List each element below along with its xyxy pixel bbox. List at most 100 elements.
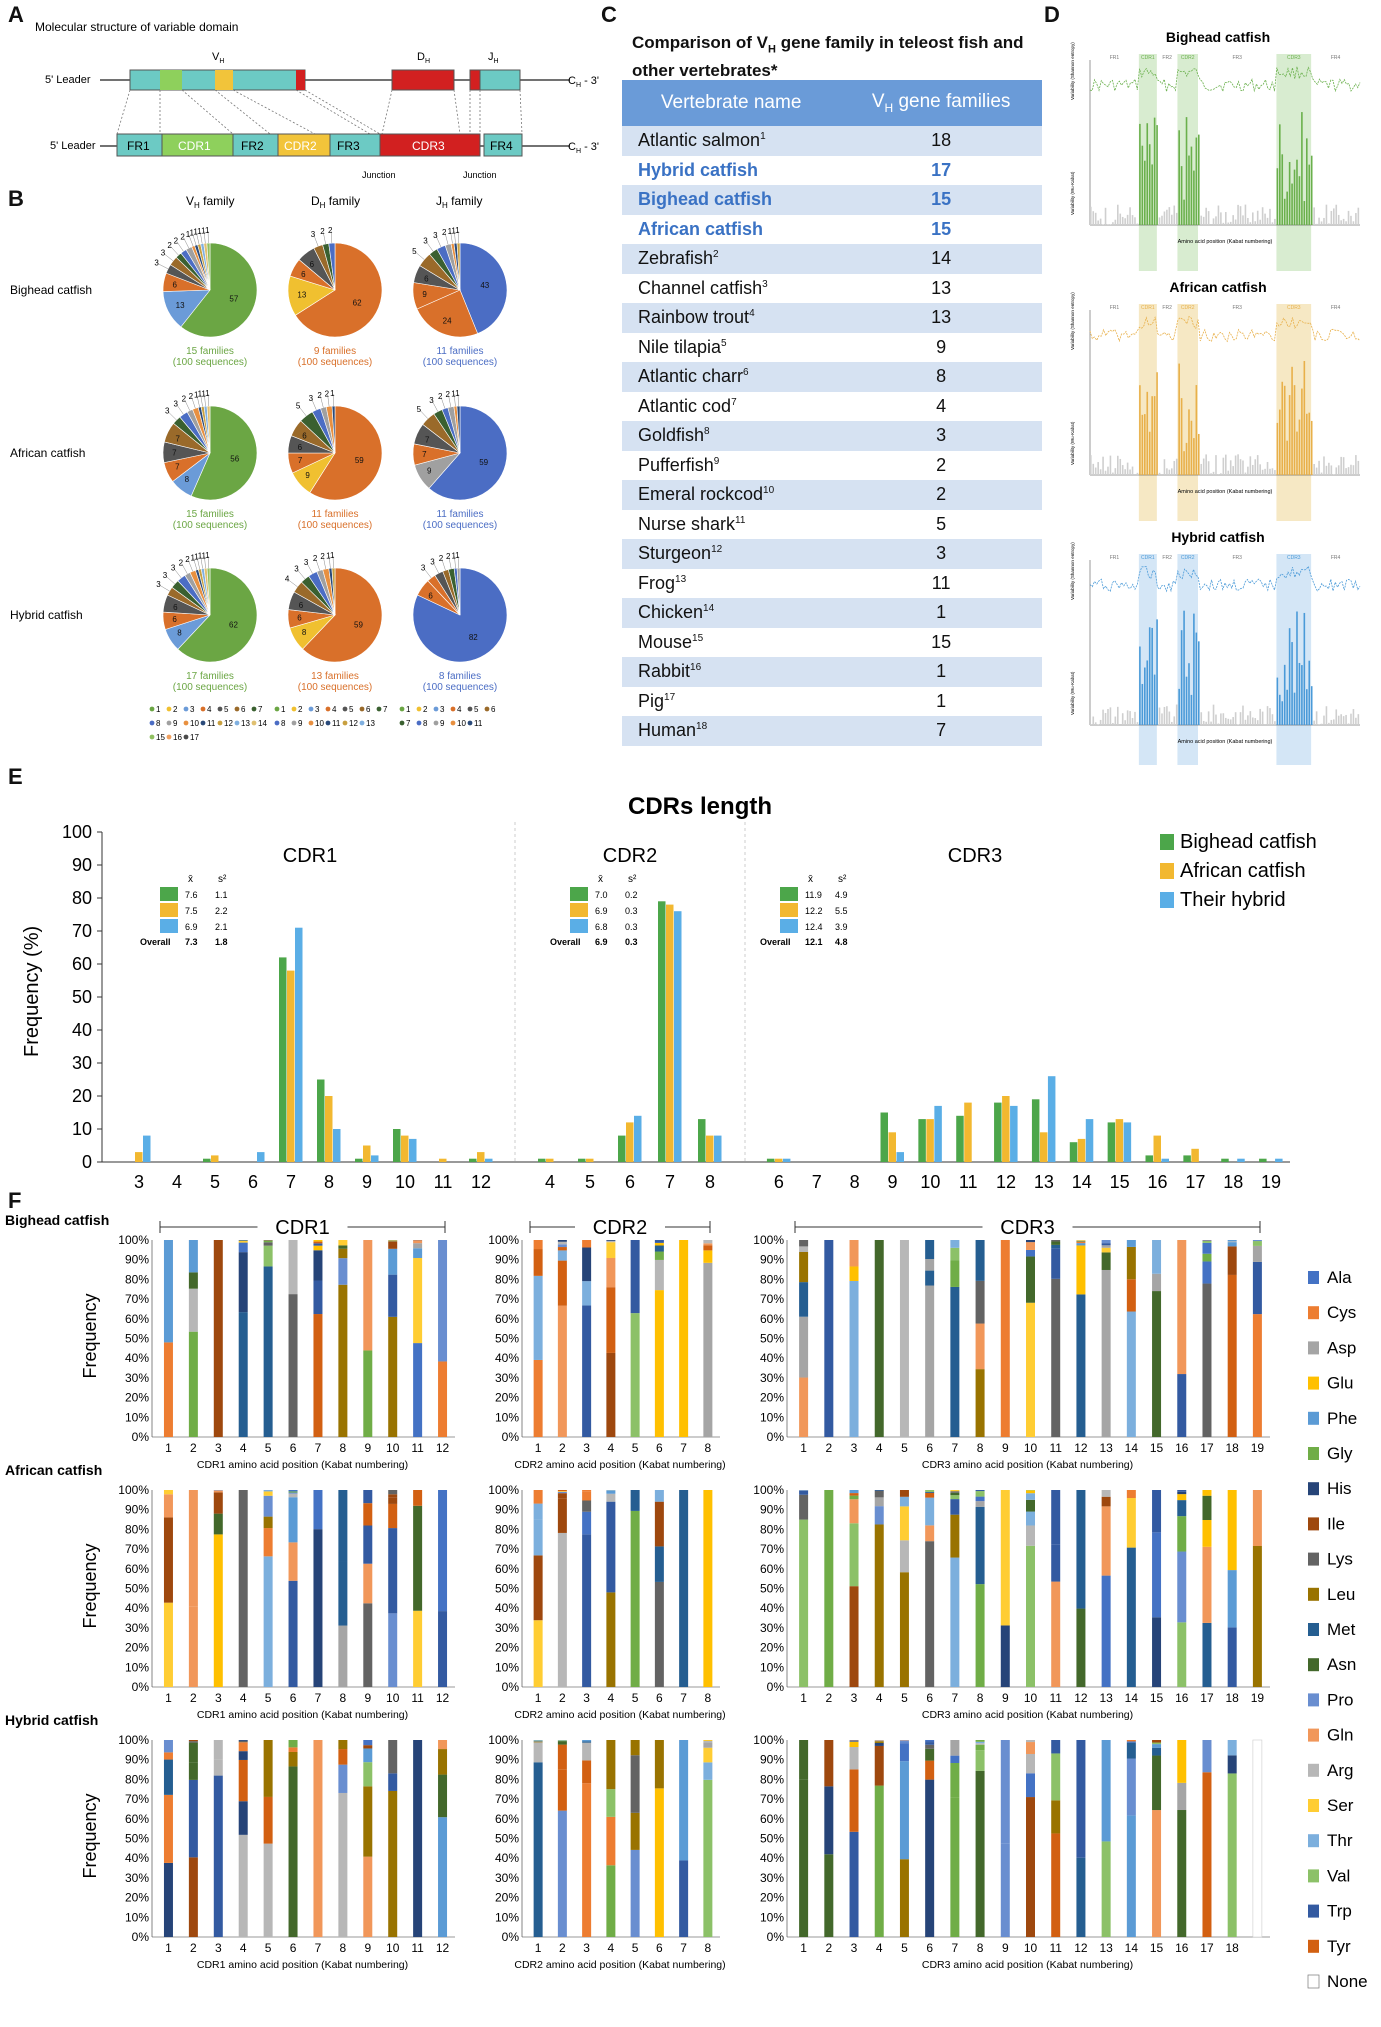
f-stack-segment [950,1762,960,1798]
f-y-tick-label: 70% [495,1792,519,1806]
cdr-shade [1138,554,1157,765]
cdr-shade [1177,54,1198,271]
wu-kabat-bar [1094,467,1097,475]
e-bar [880,1112,888,1162]
f-row-label: Hybrid catfish [5,1712,98,1728]
pie-slice-label: 1 [455,389,460,398]
pie-slice-label: 2 [320,552,325,561]
pie-slice-label: 2 [174,236,179,245]
f-x-tick-label: 11 [411,1441,424,1455]
f-y-tick-label: 10% [495,1660,519,1674]
pie-leader-line [450,231,453,244]
wu-kabat-bar [1330,719,1333,725]
f-stack-segment [1177,1490,1187,1492]
e-bar [1259,1158,1267,1162]
f-y-tick-label: 40% [760,1351,784,1365]
f-stack-segment [899,1540,909,1573]
f-x-tick-label: 1 [535,1441,542,1455]
f-legend-label: Met [1327,1620,1356,1639]
f-y-tick-label: 60% [125,1812,149,1826]
f-group-xlabel: CDR2 amino acid position (Kabat numberin… [514,1709,725,1721]
wu-kabat-bar [1323,217,1325,225]
family-count: 3 [840,539,1042,569]
pie-slice-label: 3 [156,580,161,589]
f-legend-label: Asp [1327,1338,1356,1357]
wu-kabat-bar [1102,456,1104,475]
wu-kabat-bar [1099,218,1102,225]
f-x-tick-label: 10 [386,1941,400,1955]
f-stack-segment [899,1490,909,1497]
pie-slice-label: 8 [185,475,190,484]
f-stack-segment [1126,1498,1136,1548]
f-stack-segment [238,1759,248,1802]
f-stack-segment [438,1740,448,1750]
wu-kabat-bar [1173,716,1176,725]
wu-kabat-bar [1315,711,1318,725]
f-stack-segment [557,1769,567,1811]
wu-kabat-bar [1198,433,1200,475]
e-bar [714,1135,722,1162]
pie-slice-label: 3 [429,396,434,405]
f-x-tick-label: 1 [535,1691,542,1705]
pie-leader-line [313,234,319,247]
pie-slice-label: 62 [353,298,362,307]
f-legend-swatch [1308,1447,1319,1460]
f-stack-segment [188,1857,198,1937]
pie-legend-label: 5 [224,705,229,714]
pie-legend-swatch [274,706,280,712]
e-x-tick-label: 4 [172,1172,182,1192]
pie-slice-label: 1 [451,389,456,398]
table-row: Rainbow trout4 13 [622,303,1042,333]
pie-slice-label: 24 [443,316,452,325]
wu-kabat-bar [1144,667,1146,725]
f-stack-segment [874,1741,884,1743]
pie-leader-line [167,411,177,421]
f-stack-segment [975,1280,985,1324]
f-stack-segment [1126,1741,1136,1743]
f-stack-segment [313,1314,323,1437]
pie-leader-line [188,234,194,247]
f-y-tick-label: 90% [760,1253,784,1267]
pie-legend-swatch [467,706,473,712]
f-x-tick-label: 2 [559,1691,566,1705]
pie-legend-label: 4 [207,705,212,714]
f-legend-label: Ala [1327,1268,1352,1287]
f-stack-segment [238,1801,248,1835]
f-stack-segment [1152,1740,1162,1743]
wu-kabat-bar [1175,704,1178,725]
pie-legend-label: 12 [349,719,358,728]
pie-leader-line [454,556,456,569]
f-stack-segment [703,1779,713,1937]
f-stack-segment [582,1247,592,1282]
f-x-tick-label: 16 [1175,1441,1189,1455]
variability-ylabel-bottom: Variability (Wu-Kabat) [1070,421,1075,465]
pie-slice [190,405,258,501]
f-stack-segment [288,1490,298,1492]
f-stack-segment [1000,1490,1010,1626]
pie-slice-label: 59 [355,456,364,465]
f-legend-swatch [1308,1939,1319,1953]
wu-kabat-bar [1212,218,1215,225]
wu-kabat-bar [1318,217,1320,225]
wu-kabat-bar [1293,169,1296,225]
f-stack-segment [288,1491,298,1493]
pie-legend-swatch [291,706,297,712]
f-stack-segment [1026,1511,1035,1526]
wu-kabat-bar [1151,627,1153,725]
f-y-tick-label: 10% [125,1660,149,1674]
pie-slice [177,567,258,663]
f-stack-segment [703,1762,713,1780]
f-stack-segment [313,1529,323,1687]
wu-kabat-bar [1188,155,1190,225]
f-stack-segment [1227,1490,1237,1571]
f-x-tick-label: 5 [632,1941,639,1955]
wu-kabat-bar [1141,145,1144,225]
pie-leader-line [196,557,200,570]
f-y-tick-label: 100% [488,1733,519,1747]
f-stack-segment [703,1747,713,1763]
wu-kabat-bar [1350,464,1352,475]
f-stack-segment [213,1759,223,1776]
stats-swatch [160,903,178,917]
f-y-tick-label: 70% [495,1542,519,1556]
e-bar [1010,1105,1018,1162]
